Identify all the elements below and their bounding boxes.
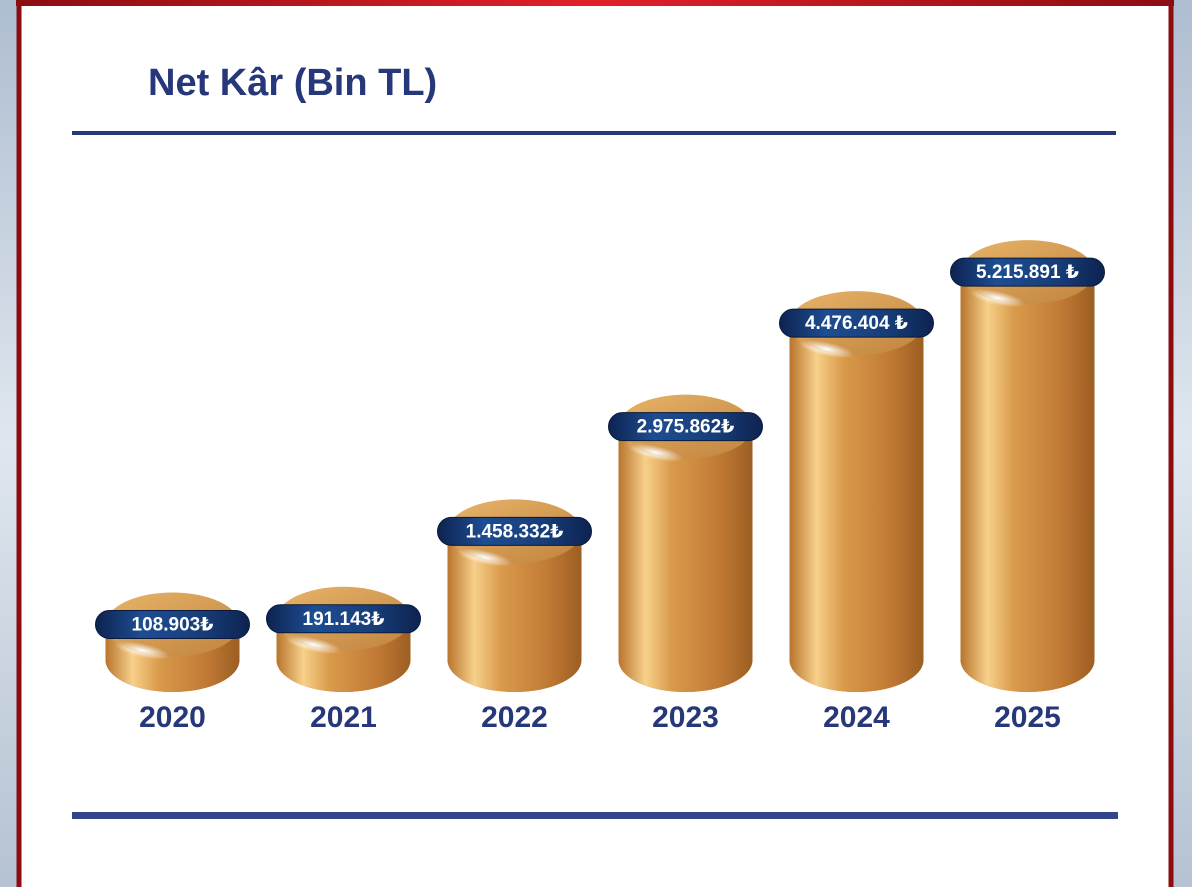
value-pill [437, 516, 592, 546]
bar [618, 426, 753, 660]
x-tick-label: 2021 [310, 701, 377, 734]
value-label: 108.903₺ [132, 615, 214, 636]
divider [72, 812, 1118, 819]
value-pill [950, 257, 1105, 287]
x-tick-label: 2022 [481, 701, 548, 734]
x-tick-label: 2020 [139, 701, 206, 734]
cylinder-bottom [447, 628, 582, 692]
value-pill [608, 412, 763, 442]
bar [960, 272, 1095, 660]
value-label: 1.458.332₺ [466, 521, 564, 542]
shine [286, 635, 341, 654]
value-label: 191.143₺ [303, 609, 385, 630]
value-label: 2.975.862₺ [637, 417, 735, 438]
value-label: 4.476.404 ₺ [805, 313, 908, 334]
divider [72, 131, 1116, 135]
cylinder-bottom [618, 628, 753, 692]
value-pill [95, 609, 250, 639]
shine [799, 340, 854, 359]
chart-title: Net Kâr (Bin TL) [148, 62, 437, 104]
x-tick-label: 2023 [652, 701, 719, 734]
shine [628, 443, 683, 462]
value-pill [779, 308, 934, 338]
cylinder-bottom [789, 628, 924, 692]
x-tick-label: 2024 [823, 701, 890, 734]
plot: 108.903₺ 2020 191.143₺ 2021 1.458.332₺ 2022 2.… [95, 240, 1105, 734]
shine [970, 289, 1025, 308]
value-label: 5.215.891 ₺ [976, 262, 1079, 283]
value-pill [266, 604, 421, 634]
x-tick-label: 2025 [994, 701, 1061, 734]
shine [115, 641, 170, 660]
top-band [16, 0, 1174, 6]
shine [457, 548, 512, 567]
cylinder-bottom [960, 628, 1095, 692]
bar [789, 323, 924, 660]
